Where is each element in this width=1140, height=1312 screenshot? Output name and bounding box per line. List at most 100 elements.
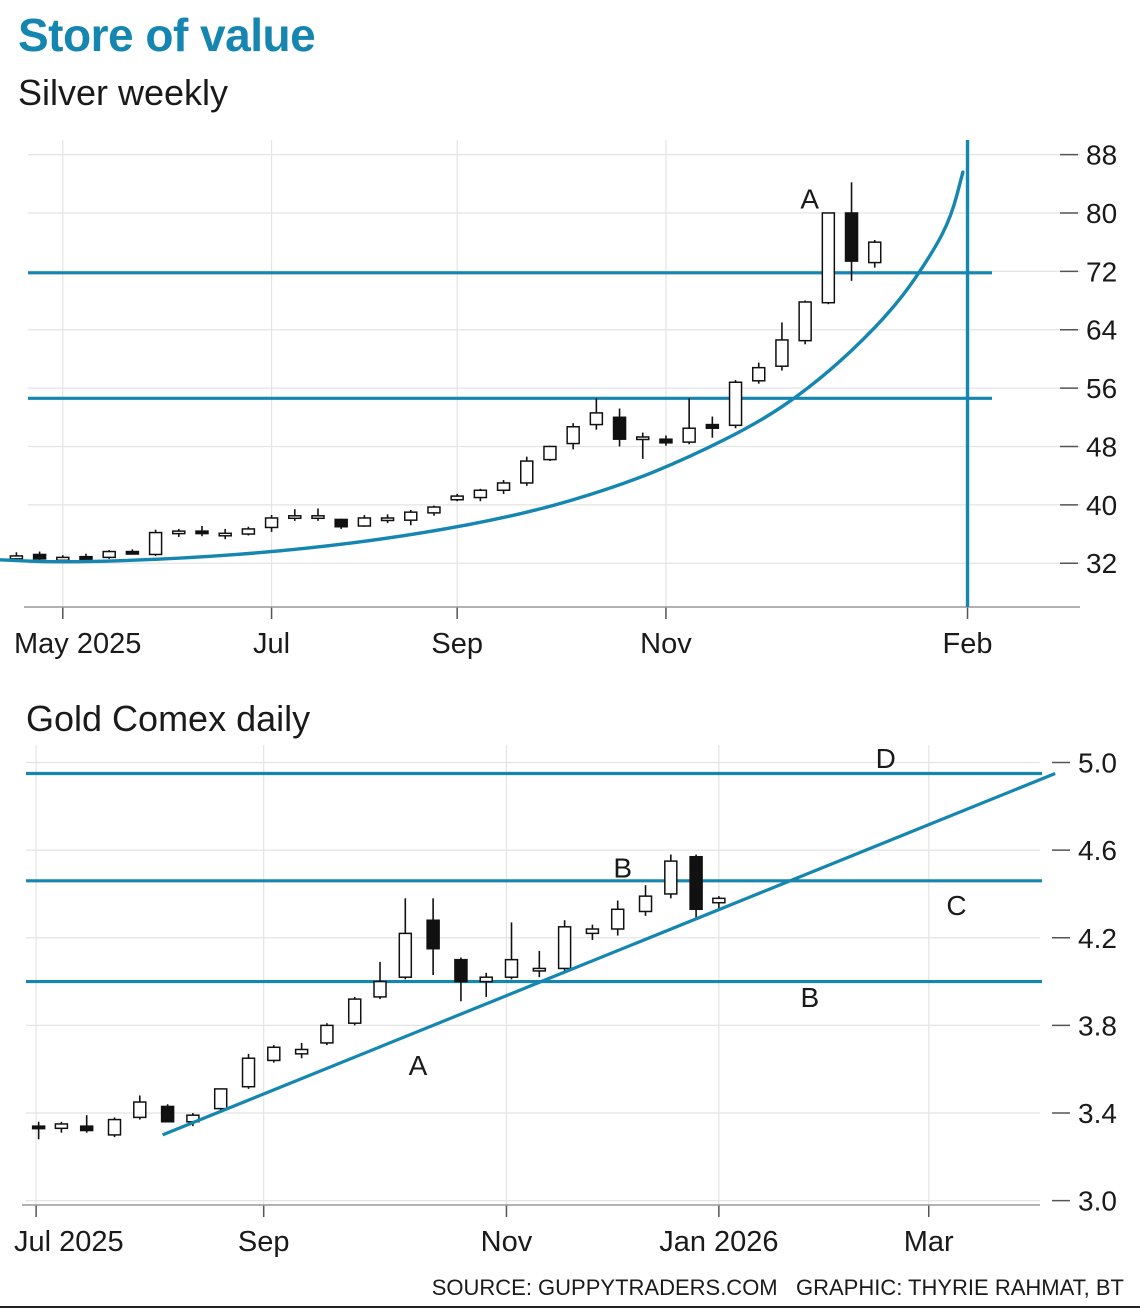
candle-body-down xyxy=(32,553,47,560)
candle-body-up xyxy=(213,1088,228,1110)
x-tick-label: Sep xyxy=(431,628,483,660)
silver-weekly-chart: 32 40 48 56 64 72 80 88 May 2025 Jul Sep Nov Feb A xyxy=(0,140,1117,660)
candle-body-up xyxy=(288,515,302,520)
x-tick-label: Jul xyxy=(253,628,290,660)
y-tick-label: 4.2 xyxy=(1078,923,1117,954)
candle-body-up xyxy=(473,489,488,499)
annotation-label: A xyxy=(409,1050,428,1081)
candle-body-down xyxy=(659,438,673,444)
y-tick-label: 3.4 xyxy=(1078,1098,1117,1129)
y-tick-label: 3.8 xyxy=(1078,1010,1117,1041)
y-tick-label: 4.6 xyxy=(1078,835,1117,866)
bottom-rule xyxy=(0,1306,1140,1308)
x-tick-label: Mar xyxy=(904,1226,954,1258)
candle-body-up xyxy=(347,998,362,1024)
candle-body-up xyxy=(520,460,534,484)
x-tick-label: Jan 2026 xyxy=(659,1226,778,1258)
annotation-label: C xyxy=(946,890,966,921)
candle-body-down xyxy=(195,530,209,535)
candle-body-up xyxy=(241,528,256,535)
candle-body-down xyxy=(844,212,859,262)
y-tick-label: 40 xyxy=(1086,490,1117,521)
rising-trendline xyxy=(161,771,1056,1137)
candle-body-up xyxy=(133,1101,147,1119)
x-tick-label: Feb xyxy=(943,628,993,660)
candle-body-up xyxy=(543,445,557,461)
candle-body-up xyxy=(267,1046,281,1062)
candle-body-up xyxy=(427,506,441,514)
y-tick-label: 48 xyxy=(1086,431,1117,462)
y-tick-label: 72 xyxy=(1086,256,1117,287)
x-tick-label: Nov xyxy=(640,628,692,660)
y-tick-label: 80 xyxy=(1086,198,1117,229)
candle-body-up xyxy=(107,1118,122,1136)
candle-body-down xyxy=(334,518,348,528)
gold-chart-title: Gold Comex daily xyxy=(26,698,311,739)
candle-body-up xyxy=(798,301,812,342)
y-tick-label: 3.0 xyxy=(1078,1186,1117,1217)
candle-body-down xyxy=(426,919,440,950)
page-title: Store of value xyxy=(18,9,316,61)
y-tick-label: 88 xyxy=(1086,140,1117,171)
candle-body-up xyxy=(294,1048,309,1055)
y-tick-label: 64 xyxy=(1086,315,1117,346)
candle-body-up xyxy=(566,426,580,445)
candle-body-up xyxy=(504,958,519,978)
candle-body-down xyxy=(454,958,468,983)
source-credit: SOURCE: GUPPYTRADERS.COM xyxy=(431,1275,778,1300)
candle-body-up xyxy=(610,908,625,930)
candle-body-up xyxy=(664,860,678,895)
candle-body-up xyxy=(635,436,650,441)
graphic-credit: GRAPHIC: THYRIE RAHMAT, BT xyxy=(795,1275,1124,1300)
y-tick-label: 56 xyxy=(1086,373,1117,404)
candle-body-up xyxy=(357,517,372,527)
candle-body-down xyxy=(79,1125,94,1132)
annotation-label: B xyxy=(613,853,632,884)
candle-body-up xyxy=(218,532,232,537)
candle-body-down xyxy=(79,555,93,561)
candle-body-up xyxy=(496,482,511,491)
candle-body-up xyxy=(532,967,547,972)
candle-body-up xyxy=(102,550,116,559)
candle-body-up xyxy=(241,1057,256,1088)
candle-body-up xyxy=(712,897,726,904)
candle-body-up xyxy=(682,427,696,443)
candle-body-up xyxy=(404,511,418,521)
candle-body-down xyxy=(31,1125,46,1130)
x-tick-label: Jul 2025 xyxy=(14,1226,124,1258)
footer-credits: SOURCE: GUPPYTRADERS.COM GRAPHIC: THYRIE… xyxy=(432,1275,1124,1301)
candle-body-up xyxy=(172,530,186,535)
candle-body-up xyxy=(450,495,464,501)
annotation-label: A xyxy=(800,183,819,214)
candle-body-down xyxy=(689,855,703,911)
y-tick-label: 5.0 xyxy=(1078,748,1117,779)
candle-body-up xyxy=(479,976,493,983)
candle-body-up xyxy=(775,339,789,367)
candle-body-up xyxy=(54,1123,69,1130)
candle-body-down xyxy=(125,550,140,555)
x-tick-label: Sep xyxy=(238,1226,290,1258)
candle-body-up xyxy=(148,531,163,556)
candle-body-down xyxy=(705,423,720,429)
candle-body-up xyxy=(380,517,395,522)
candle-body-up xyxy=(751,366,766,382)
x-tick-label: Nov xyxy=(481,1226,533,1258)
candle-body-up xyxy=(373,980,387,998)
gold-comex-daily-chart: 3.0 3.4 3.8 4.2 4.6 5.0 Jul 2025 Sep Nov Jan 2026… xyxy=(14,743,1117,1258)
candle-body-up xyxy=(398,932,413,978)
annotation-label: D xyxy=(876,743,896,774)
candle-body-up xyxy=(821,212,836,304)
x-tick-label: May 2025 xyxy=(14,628,141,660)
candle-body-up xyxy=(311,515,325,520)
candle-body-down xyxy=(160,1105,175,1123)
annotation-label: B xyxy=(801,982,820,1013)
candle-body-up xyxy=(264,517,279,529)
candle-body-up xyxy=(585,928,600,935)
silver-chart-title: Silver weekly xyxy=(18,72,229,113)
candle-body-up xyxy=(557,926,572,970)
parabolic-trend-curve xyxy=(0,170,965,564)
candle-body-up xyxy=(589,412,604,426)
candle-body-up xyxy=(9,555,24,560)
candle-body-up xyxy=(638,895,653,913)
candle-body-down xyxy=(612,416,627,440)
